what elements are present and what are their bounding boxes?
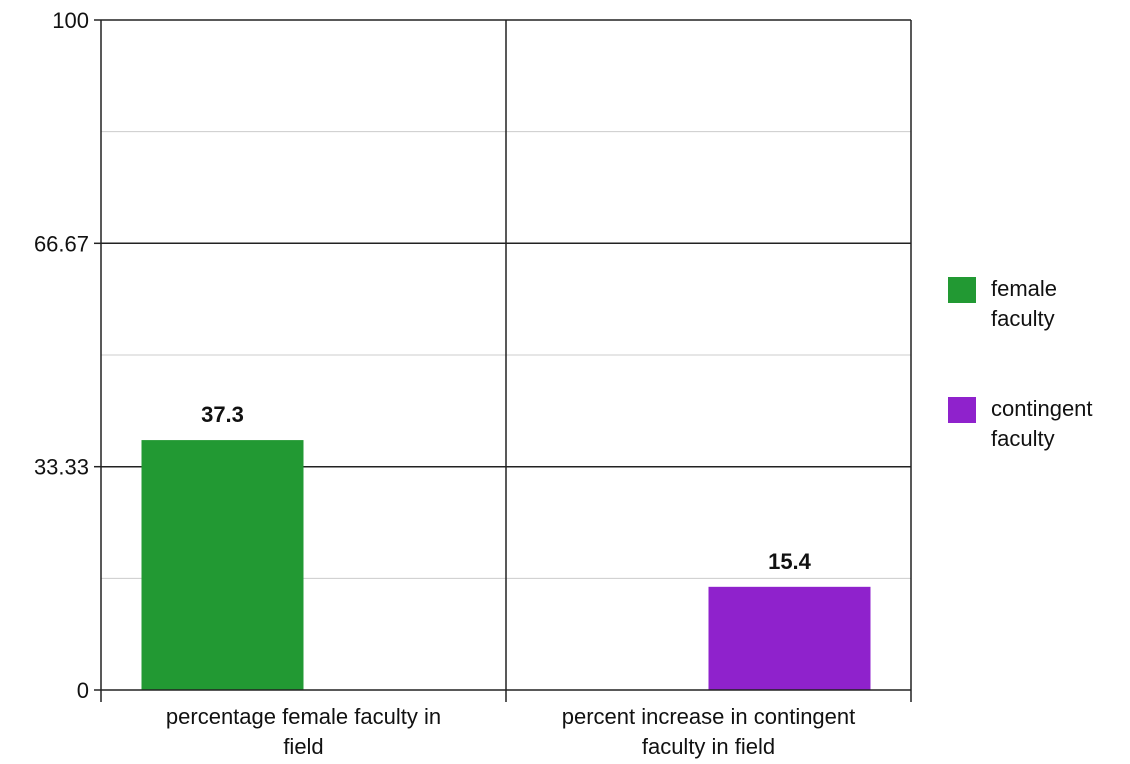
y-tick-label: 33.33 (34, 455, 89, 480)
category-label: percent increase in contingent (562, 704, 856, 729)
category-label: percentage female faculty in (166, 704, 441, 729)
y-tick-label: 66.67 (34, 231, 89, 256)
legend-label: female (991, 276, 1057, 301)
category-label: faculty in field (642, 734, 775, 759)
category-label: field (283, 734, 323, 759)
data-label: 15.4 (768, 549, 812, 574)
data-label: 37.3 (201, 402, 244, 427)
legend: female faculty contingent faculty (948, 276, 1093, 451)
legend-label: contingent (991, 396, 1093, 421)
legend-label: faculty (991, 306, 1055, 331)
bar-female-faculty (141, 440, 304, 690)
legend-label: faculty (991, 426, 1055, 451)
legend-swatch (948, 397, 976, 423)
y-tick-label: 100 (52, 8, 89, 33)
bar-contingent-faculty (708, 586, 871, 690)
labels: 0 33.33 66.67 100 37.3 15.4 percentage female … (34, 8, 855, 759)
bars (141, 440, 871, 690)
legend-swatch (948, 277, 976, 303)
axes (94, 19, 912, 702)
y-tick-label: 0 (77, 678, 89, 703)
